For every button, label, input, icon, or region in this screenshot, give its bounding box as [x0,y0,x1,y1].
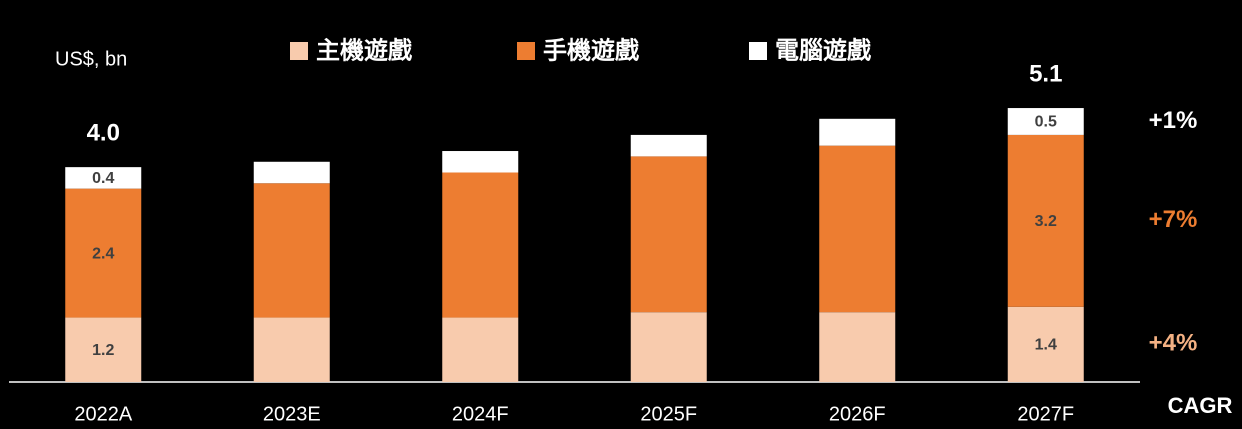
legend-swatch [749,42,767,60]
x-tick-label: 2027F [1017,403,1074,425]
bar-segment [253,183,330,318]
bar-segment [630,156,707,313]
data-label: 2.4 [92,245,114,262]
y-axis-label: US$, bn [55,48,127,70]
bar-segment [1007,108,1084,135]
bar-segment [630,134,707,157]
x-tick-label: 2026F [829,403,886,425]
x-tick-label: 2024F [452,403,509,425]
legend-swatch [290,42,308,60]
legend-label: 電腦遊戲 [775,36,871,64]
cagr-label: +4% [1149,330,1198,357]
legend-swatch [517,42,535,60]
bar-segment [442,172,519,318]
cagr-title: CAGR [1168,393,1233,418]
bar-segment [1007,134,1084,307]
data-label: 3.2 [1035,213,1057,230]
bar-segment [1007,306,1084,382]
bar-segment [819,312,896,382]
total-label: 4.0 [87,119,120,146]
data-label: 0.4 [92,170,114,187]
legend-label: 手機遊戲 [543,36,639,64]
bar-segment [442,151,519,173]
data-label: 1.4 [1035,337,1057,354]
x-tick-label: 2022A [74,403,132,425]
legend-label: 主機遊戲 [316,36,412,64]
data-label: 1.2 [92,342,114,359]
bar-segment [65,167,142,189]
bar-segment [65,188,142,318]
bar-segment [65,317,142,382]
cagr-label: +1% [1149,107,1198,134]
x-tick-label: 2023E [263,403,321,425]
cagr-label: +7% [1149,206,1198,233]
bar-segment [819,145,896,313]
bar-segment [630,312,707,382]
bar-segment [253,161,330,184]
total-label: 5.1 [1029,60,1062,87]
bar-segment [442,317,519,382]
bar-segment [819,118,896,146]
data-label: 0.5 [1035,114,1057,131]
bar-segment [253,317,330,382]
x-tick-label: 2025F [640,403,697,425]
